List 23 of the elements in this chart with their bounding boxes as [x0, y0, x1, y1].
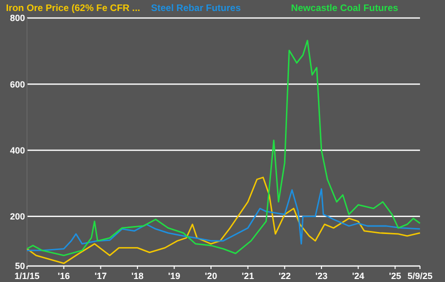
line-series	[26, 40, 421, 256]
x-tick-label: '24	[352, 271, 364, 281]
x-tick-label: 1/1/15	[14, 271, 40, 281]
x-tick-label: '19	[168, 271, 180, 281]
y-tick-label: 800	[10, 13, 25, 24]
y-tick-label: 600	[10, 79, 25, 90]
x-tick-label: '25	[389, 271, 402, 281]
y-tick-label: 400	[10, 145, 25, 156]
line-series	[26, 176, 421, 264]
x-tick-label: '16	[58, 271, 70, 281]
x-tick-label: '23	[315, 271, 328, 281]
text: Steel Rebar Futures	[151, 3, 241, 14]
line-series	[26, 188, 421, 252]
x-tick-label: '18	[131, 271, 144, 281]
text: Iron Ore Price (62% Fe CFR ...	[6, 3, 140, 14]
x-tick-label: '17	[94, 271, 107, 281]
y-tick-label: 50	[14, 261, 25, 272]
y-tick-label: 200	[10, 212, 25, 222]
text: Newcastle Coal Futures	[291, 3, 398, 14]
x-tick-label: '21	[242, 271, 254, 281]
x-tick-label: 5/9/25	[407, 271, 433, 281]
x-tick-label: '22	[278, 271, 291, 281]
x-tick-label: '20	[204, 271, 218, 281]
